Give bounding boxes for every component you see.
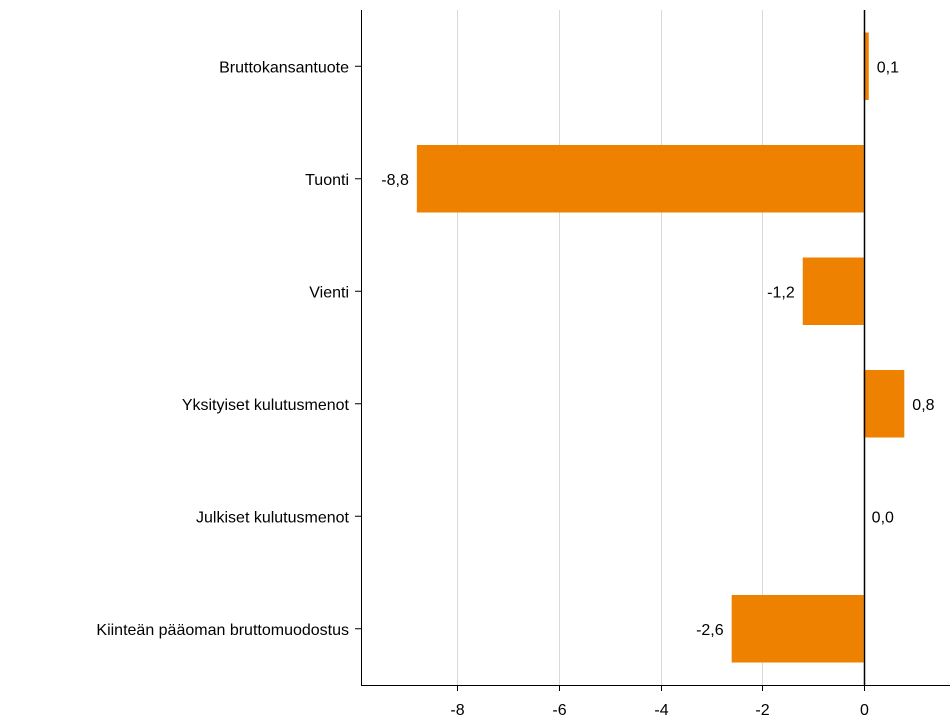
- data-label: 0,8: [912, 397, 934, 414]
- x-tick-label: 0: [860, 702, 869, 719]
- category-label: Yksityiset kulutusmenot: [182, 397, 350, 414]
- data-label: 0,0: [872, 509, 894, 526]
- bar: [802, 257, 864, 325]
- category-label: Vienti: [309, 284, 349, 301]
- data-label: -8,8: [381, 172, 409, 189]
- bar: [416, 145, 864, 213]
- data-label: -1,2: [767, 284, 795, 301]
- category-label: Tuonti: [305, 172, 349, 189]
- bar: [731, 595, 864, 663]
- bar: [863, 32, 869, 100]
- data-label: 0,1: [877, 59, 899, 76]
- x-tick-label: -6: [552, 702, 566, 719]
- x-tick-label: -4: [654, 702, 668, 719]
- bar-layer: [416, 32, 905, 663]
- data-label: -2,6: [696, 622, 724, 639]
- category-label: Kiinteän pääoman bruttomuodostus: [96, 622, 349, 639]
- x-tick-label: -8: [450, 702, 464, 719]
- grid-layer: [457, 10, 763, 685]
- axis-layer: [355, 10, 950, 691]
- category-label: Julkiset kulutusmenot: [196, 509, 350, 526]
- x-tick-label: -2: [755, 702, 769, 719]
- label-layer: -8 -6 -4 -2 0 Bruttokansantuote Tuonti Vienti Yk…: [96, 59, 934, 719]
- bar: [863, 370, 905, 438]
- category-label: Bruttokansantuote: [219, 59, 349, 76]
